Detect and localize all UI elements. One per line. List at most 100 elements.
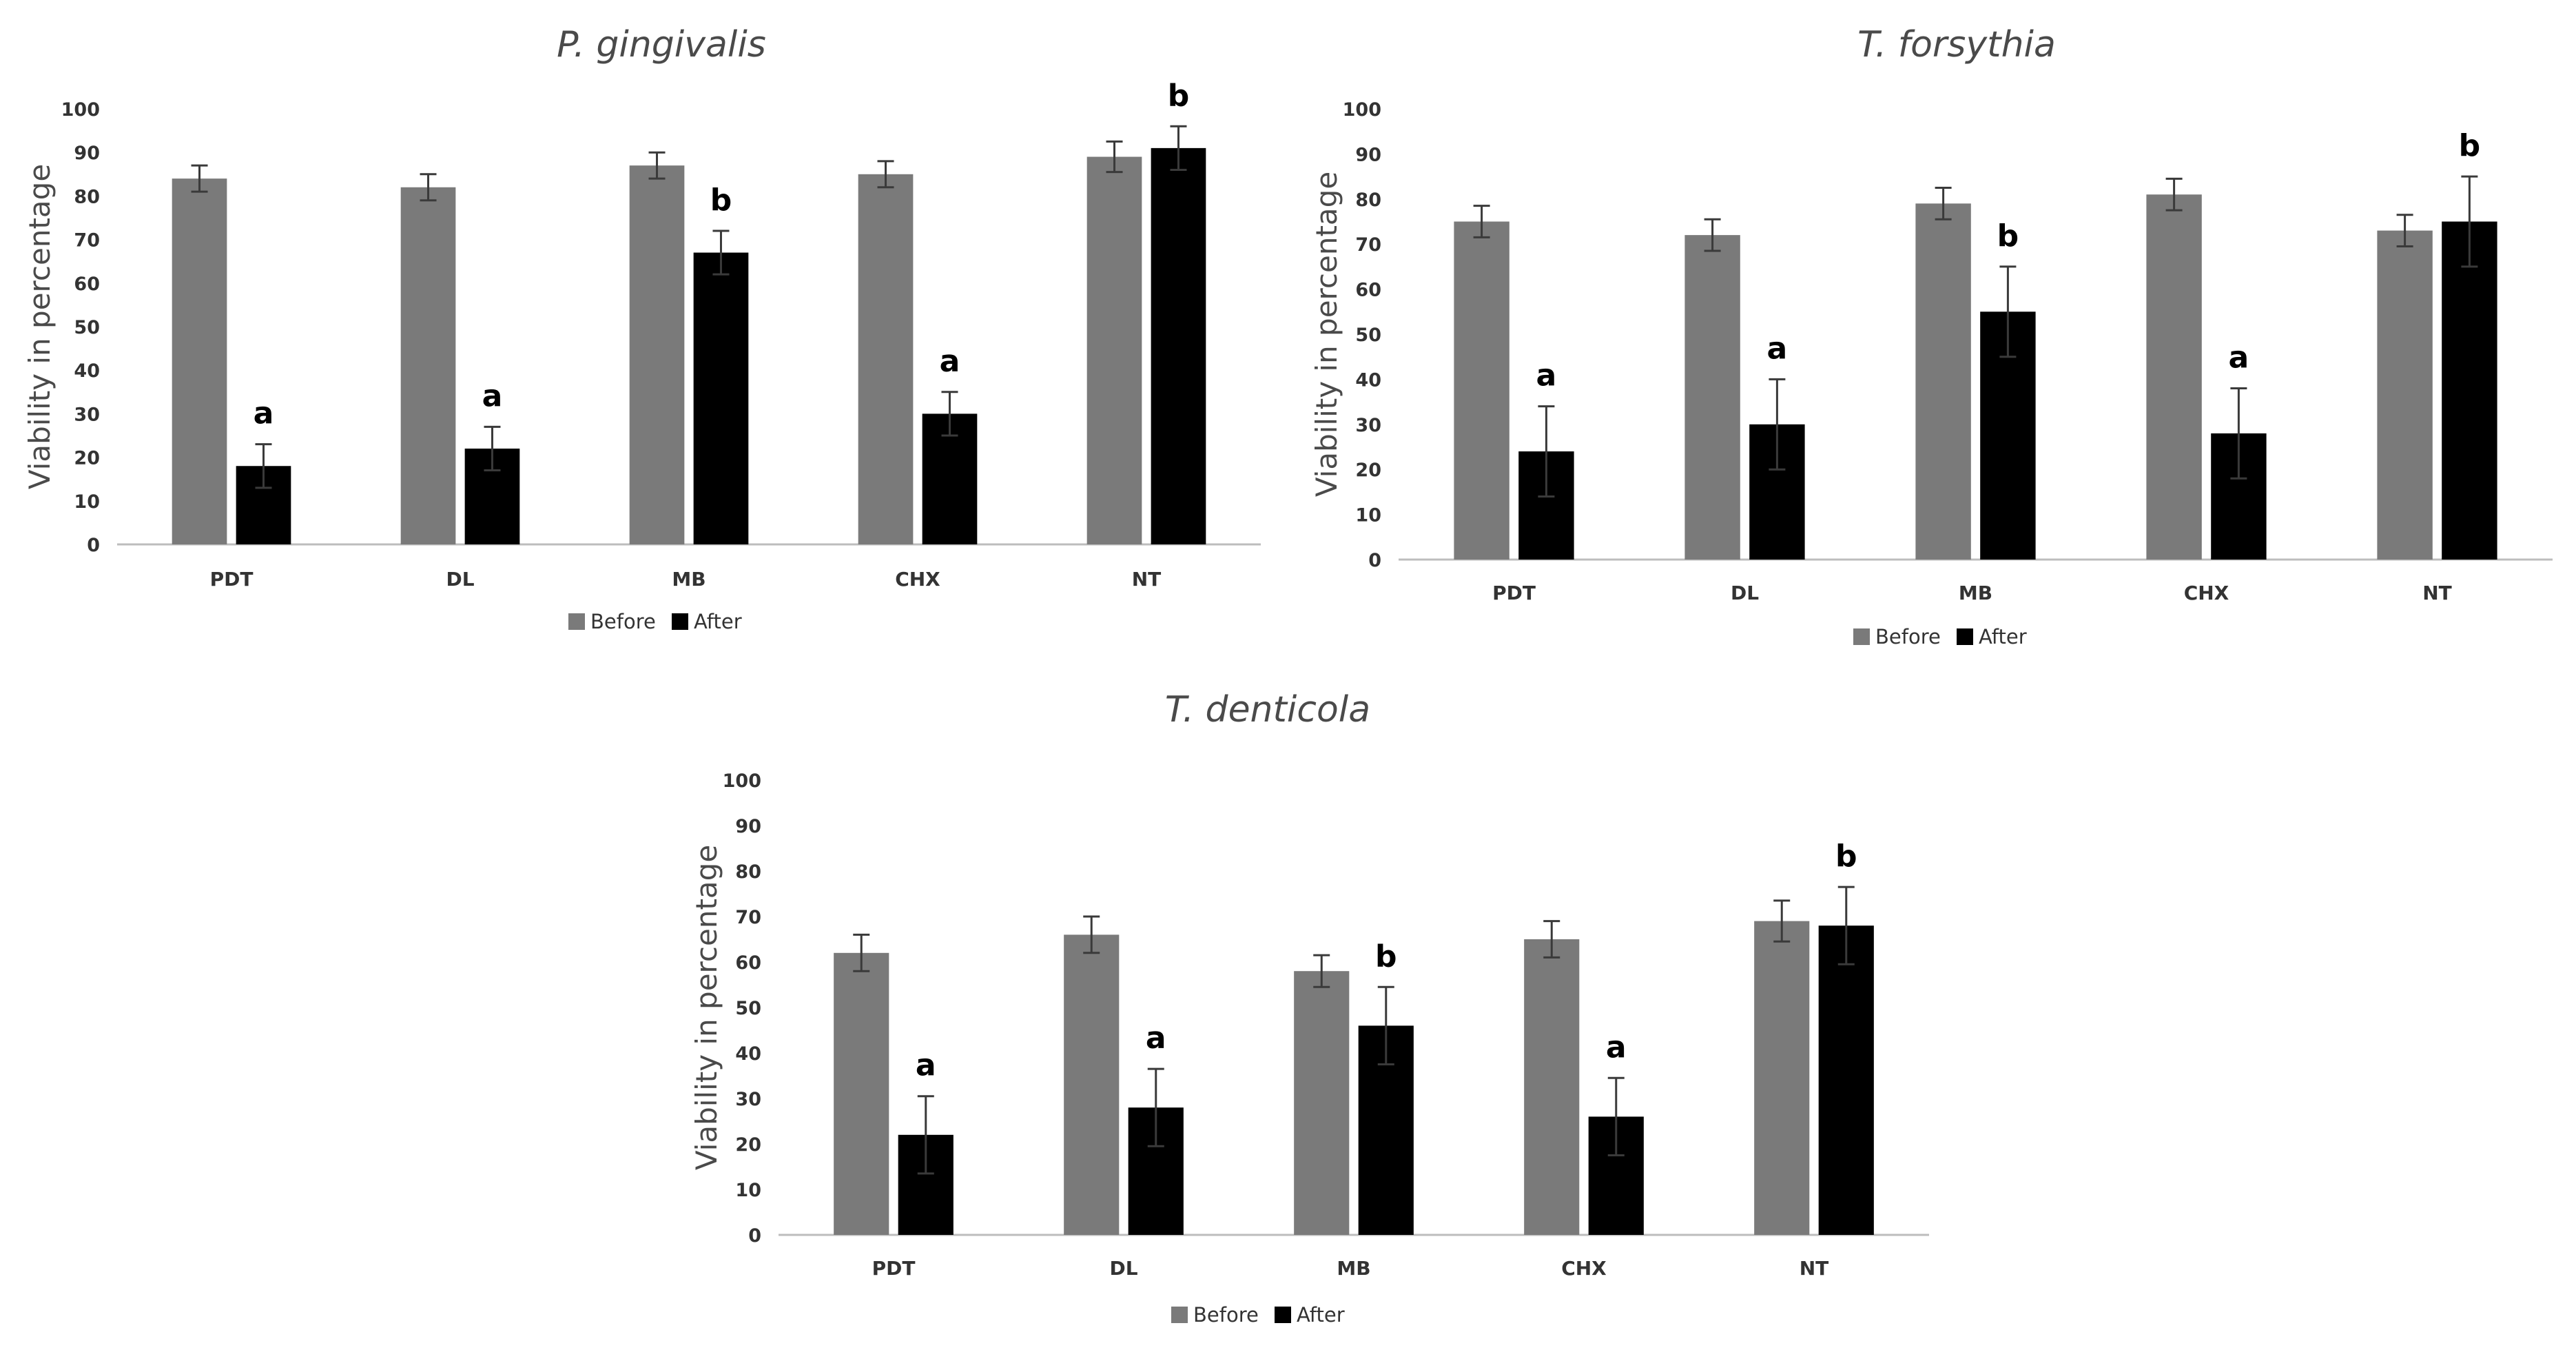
y-tick-label: 40 bbox=[735, 1043, 761, 1065]
y-tick-label: 100 bbox=[723, 770, 761, 792]
bar-after-nt bbox=[1151, 147, 1206, 544]
legend-label-after: After bbox=[1297, 1303, 1345, 1327]
legend-label-after: After bbox=[694, 610, 742, 633]
y-tick-label: 90 bbox=[1355, 144, 1381, 165]
x-tick-label: MB bbox=[672, 568, 705, 591]
x-tick-label: DL bbox=[446, 568, 474, 591]
bar-before-dl bbox=[400, 187, 456, 544]
chart-t-denticola: T. denticola Viability in percentage 0 10 20… bbox=[661, 679, 1957, 1361]
y-tick-label: 20 bbox=[74, 448, 100, 469]
y-tick-label: 60 bbox=[1355, 280, 1381, 301]
bar-before-chx bbox=[2146, 194, 2202, 560]
y-tick-label: 20 bbox=[1355, 460, 1381, 481]
bar-before-dl bbox=[1684, 235, 1740, 560]
significance-label: a bbox=[1146, 1021, 1166, 1056]
chart-t-forsythia-svg: T. forsythia Viability in percentage 0 10 20… bbox=[1310, 24, 2553, 648]
chart-p-gingivalis-svg: P. gingivalis Viability in percentage 0 10 2… bbox=[23, 24, 1261, 633]
y-tick-label: 50 bbox=[1355, 325, 1381, 346]
legend-swatch-before bbox=[568, 613, 585, 630]
significance-label: a bbox=[940, 344, 960, 379]
legend-swatch-before bbox=[1171, 1307, 1188, 1323]
bar-before-pdt bbox=[1454, 221, 1509, 560]
y-tick-label: 50 bbox=[74, 317, 100, 338]
bar-before-nt bbox=[1086, 156, 1142, 544]
y-tick-label: 60 bbox=[735, 952, 761, 974]
y-tick-label: 90 bbox=[74, 143, 100, 164]
y-tick-label: 80 bbox=[735, 861, 761, 883]
legend-swatch-before bbox=[1853, 628, 1870, 645]
x-tick-label: PDT bbox=[1492, 582, 1536, 604]
chart-p-gingivalis: P. gingivalis Viability in percentage 0 10 2… bbox=[0, 0, 1295, 662]
y-tick-label: 20 bbox=[735, 1134, 761, 1156]
y-tick-label: 30 bbox=[735, 1089, 761, 1110]
x-tick-label: PDT bbox=[210, 568, 254, 591]
significance-label: b bbox=[1168, 78, 1190, 113]
legend-label-after: After bbox=[1979, 625, 2027, 648]
x-tick-label: MB bbox=[1959, 582, 1992, 604]
bar-before-mb bbox=[1915, 203, 1971, 560]
y-tick-label: 60 bbox=[74, 274, 100, 295]
significance-label: b bbox=[710, 183, 732, 218]
bar-after-nt bbox=[2442, 221, 2497, 560]
y-axis-label: Viability in percentage bbox=[690, 845, 723, 1170]
y-tick-label: 70 bbox=[1355, 234, 1381, 256]
bar-after-nt bbox=[1818, 925, 1874, 1235]
bar-before-pdt bbox=[834, 952, 889, 1235]
chart-title: T. denticola bbox=[1165, 689, 1370, 730]
bar-before-chx bbox=[1524, 939, 1580, 1235]
bar-before-nt bbox=[1754, 921, 1810, 1235]
bar-before-mb bbox=[1294, 971, 1350, 1235]
y-axis-label: Viability in percentage bbox=[23, 164, 56, 489]
y-tick-label: 50 bbox=[735, 998, 761, 1019]
bar-after-mb bbox=[693, 252, 749, 544]
legend-label-before: Before bbox=[1875, 625, 1941, 648]
bar-before-nt bbox=[2377, 230, 2433, 560]
y-axis-label: Viability in percentage bbox=[1310, 172, 1343, 497]
bar-before-pdt bbox=[172, 178, 227, 544]
x-tick-label: CHX bbox=[2184, 582, 2229, 604]
x-tick-label: DL bbox=[1109, 1257, 1137, 1280]
y-tick-label: 70 bbox=[735, 907, 761, 928]
y-tick-label: 0 bbox=[87, 535, 100, 556]
y-tick-label: 80 bbox=[1355, 190, 1381, 211]
legend-label-before: Before bbox=[1193, 1303, 1259, 1327]
bar-before-mb bbox=[629, 165, 685, 544]
y-tick-label: 30 bbox=[1355, 415, 1381, 436]
y-tick-label: 100 bbox=[1343, 99, 1381, 121]
y-tick-label: 0 bbox=[748, 1225, 761, 1247]
chart-t-forsythia: T. forsythia Viability in percentage 0 10 20… bbox=[1281, 0, 2576, 675]
significance-label: a bbox=[1536, 358, 1557, 393]
significance-label: b bbox=[1835, 839, 1857, 874]
significance-label: a bbox=[916, 1048, 936, 1083]
x-tick-label: NT bbox=[2422, 582, 2452, 604]
x-tick-label: DL bbox=[1731, 582, 1759, 604]
x-tick-label: CHX bbox=[895, 568, 940, 591]
x-tick-label: PDT bbox=[872, 1257, 916, 1280]
significance-label: a bbox=[2229, 340, 2249, 375]
y-tick-label: 10 bbox=[74, 491, 100, 513]
significance-label: a bbox=[1606, 1030, 1627, 1065]
significance-label: a bbox=[482, 378, 503, 413]
x-tick-label: NT bbox=[1132, 568, 1162, 591]
y-tick-label: 10 bbox=[735, 1180, 761, 1201]
chart-title: T. forsythia bbox=[1857, 24, 2056, 65]
legend-swatch-after bbox=[1275, 1307, 1291, 1323]
y-tick-label: 0 bbox=[1368, 550, 1381, 571]
y-tick-label: 40 bbox=[74, 360, 100, 382]
x-tick-label: NT bbox=[1800, 1257, 1829, 1280]
legend-label-before: Before bbox=[590, 610, 656, 633]
significance-label: a bbox=[254, 396, 274, 431]
y-tick-label: 100 bbox=[61, 99, 100, 121]
significance-label: a bbox=[1767, 331, 1788, 366]
bar-before-dl bbox=[1064, 934, 1120, 1235]
legend-swatch-after bbox=[672, 613, 688, 630]
y-tick-label: 30 bbox=[74, 404, 100, 425]
chart-title: P. gingivalis bbox=[557, 24, 766, 65]
significance-label: b bbox=[1997, 218, 2019, 254]
chart-t-denticola-svg: T. denticola Viability in percentage 0 10 20… bbox=[690, 689, 1929, 1327]
y-tick-label: 90 bbox=[735, 816, 761, 837]
legend-swatch-after bbox=[1957, 628, 1973, 645]
y-tick-label: 40 bbox=[1355, 369, 1381, 391]
y-tick-label: 80 bbox=[74, 186, 100, 207]
bar-before-chx bbox=[858, 174, 914, 545]
